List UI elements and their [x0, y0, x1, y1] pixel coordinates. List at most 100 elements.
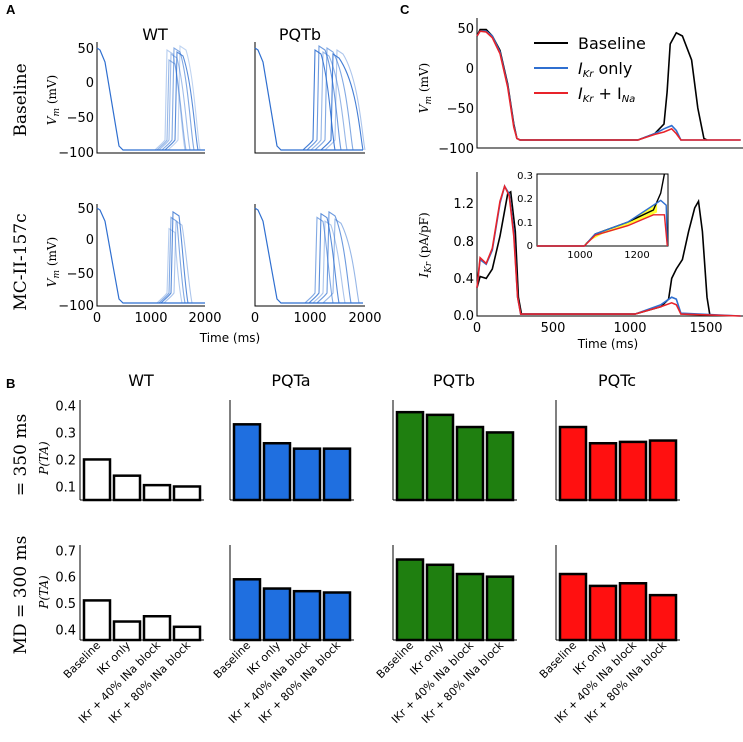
panel-c-legend: Baseline IKr only IKr + INa: [534, 34, 646, 105]
panel-c-bottom-axes: [476, 172, 743, 317]
panel-letter-b: B: [6, 376, 15, 391]
bar: [112, 474, 142, 502]
panel-c: 50 0 −50 −100 Vm (mV) Baseline IKr only …: [417, 18, 743, 351]
panel-c-top-axes: [476, 18, 743, 149]
inset-trace-ikr-ina: [537, 214, 668, 247]
trace-line: [96, 47, 205, 151]
inset-ytick: 0: [527, 241, 533, 252]
bar-ytick-label: 0.2: [55, 453, 76, 468]
bar: [618, 440, 648, 502]
bar: [322, 591, 352, 642]
legend-ikr-only-label: IKr only: [578, 59, 632, 80]
bar-chart-title: PQTb: [433, 371, 475, 390]
bar-ytick-label: 0.5: [55, 597, 76, 612]
bar: [455, 572, 485, 642]
bar: [455, 425, 485, 502]
trace-line: [312, 220, 346, 304]
trace-line: [320, 52, 364, 151]
panel-b-row-label-bottom: MD = 300 ms: [11, 536, 31, 655]
panel-a-ytick: 50: [77, 42, 94, 57]
bar: [172, 625, 202, 642]
bar: [485, 431, 515, 502]
trace-ikr-ina-vm: [476, 30, 741, 141]
bar-category-label: Baseline: [537, 639, 579, 681]
bar: [395, 410, 425, 502]
panel-a-xtick: 1000: [134, 311, 167, 326]
inset-xtick: 1200: [624, 250, 649, 261]
panel-a-ytick: −100: [58, 299, 94, 314]
bar: [588, 441, 618, 502]
trace-line: [324, 48, 366, 151]
inset-ytick: 0.1: [517, 218, 533, 229]
bar: [292, 589, 322, 642]
panel-a-xtick: 1000: [293, 311, 326, 326]
panel-c-bot-ytick: 0.8: [453, 235, 474, 250]
panel-a-col-title-wt: WT: [142, 25, 168, 44]
bar: [648, 439, 678, 502]
trace-line: [161, 46, 195, 151]
panel-a-row-title-drug: MC-II-157c: [11, 213, 31, 310]
panel-a-row-title-baseline: Baseline: [11, 63, 31, 136]
bar: [322, 447, 352, 502]
panel-a-ytick: 0: [86, 76, 94, 91]
panel-a-xtick: 0: [251, 311, 259, 326]
trace-line: [302, 48, 336, 151]
trace-line: [156, 58, 187, 151]
panel-a-ylabel-top: Vm (mV): [45, 75, 62, 125]
trace-line: [254, 207, 363, 304]
panel-a-traces: [96, 44, 366, 304]
panel-c-bot-ytick: 0.0: [453, 309, 474, 324]
panel-c-bot-ytick: 1.2: [453, 197, 474, 212]
panel-a-ytick: −50: [67, 111, 94, 126]
panel-a-axes-top-left: [96, 42, 205, 154]
trace-line: [306, 44, 342, 151]
panel-a-xtick: 2000: [188, 311, 221, 326]
bar-category-label: Baseline: [211, 639, 253, 681]
panel-c-xtick: 1000: [613, 321, 646, 336]
bar: [648, 593, 678, 642]
panel-c-traces: [476, 28, 741, 317]
bar: [425, 413, 455, 502]
panel-a-xlabel: Time (ms): [199, 331, 261, 345]
bar-chart-title: WT: [128, 371, 154, 390]
panel-a-axes-bot-left: [96, 204, 205, 307]
panel-a-ytick: 50: [77, 202, 94, 217]
bar: [618, 582, 648, 642]
panel-b-row-label-top: = 350 ms: [11, 414, 31, 496]
panel-a-axes-top-right: [254, 42, 365, 154]
bar: [588, 584, 618, 642]
panel-c-top-ytick: 50: [457, 22, 474, 37]
bar-ytick-label: 0.4: [55, 399, 76, 414]
trace-line: [163, 220, 193, 304]
panel-a-ytick: 0: [86, 233, 94, 248]
bar-category-label: Baseline: [61, 639, 103, 681]
trace-line: [158, 216, 186, 304]
trace-ikr-ina-ikr: [476, 184, 741, 317]
trace-line: [167, 44, 201, 151]
panel-c-xtick: 0: [473, 321, 481, 336]
panel-b-bars: WT 0.1 0.2 0.3 0.4 PQTa PQTb PQTc 0.4 0.5 0.6 0.7 Ba…: [55, 371, 680, 726]
panel-c-top-ytick: 0: [466, 62, 474, 77]
bar-chart-title: PQTa: [271, 371, 310, 390]
panel-c-bot-ylabel: IKr (pA/pF): [417, 212, 434, 278]
panel-a-ylabel-bottom: Vm (mV): [45, 237, 62, 287]
panel-c-xtick: 1500: [689, 321, 722, 336]
bar: [292, 447, 322, 502]
panel-c-xtick: 500: [541, 321, 566, 336]
bar: [142, 483, 172, 502]
bar: [558, 425, 588, 502]
panel-b-ylabel-bottom: P(TA): [37, 575, 51, 610]
panel-a: WT PQTb Baseline MC-II-157c Vm (mV) Vm (…: [11, 25, 382, 345]
bar-ytick-label: 0.1: [55, 480, 76, 495]
bar: [82, 599, 112, 642]
panel-c-top-ylabel: Vm (mV): [417, 63, 434, 113]
inset-xtick: 1000: [567, 250, 592, 261]
bar: [232, 578, 262, 642]
legend-baseline-label: Baseline: [578, 34, 646, 53]
inset-traces: [537, 173, 668, 247]
trace-line: [316, 210, 352, 304]
bar-ytick-label: 0.7: [55, 544, 76, 559]
panel-a-ytick: −50: [67, 267, 94, 282]
trace-line: [322, 218, 360, 304]
trace-line: [310, 50, 348, 151]
